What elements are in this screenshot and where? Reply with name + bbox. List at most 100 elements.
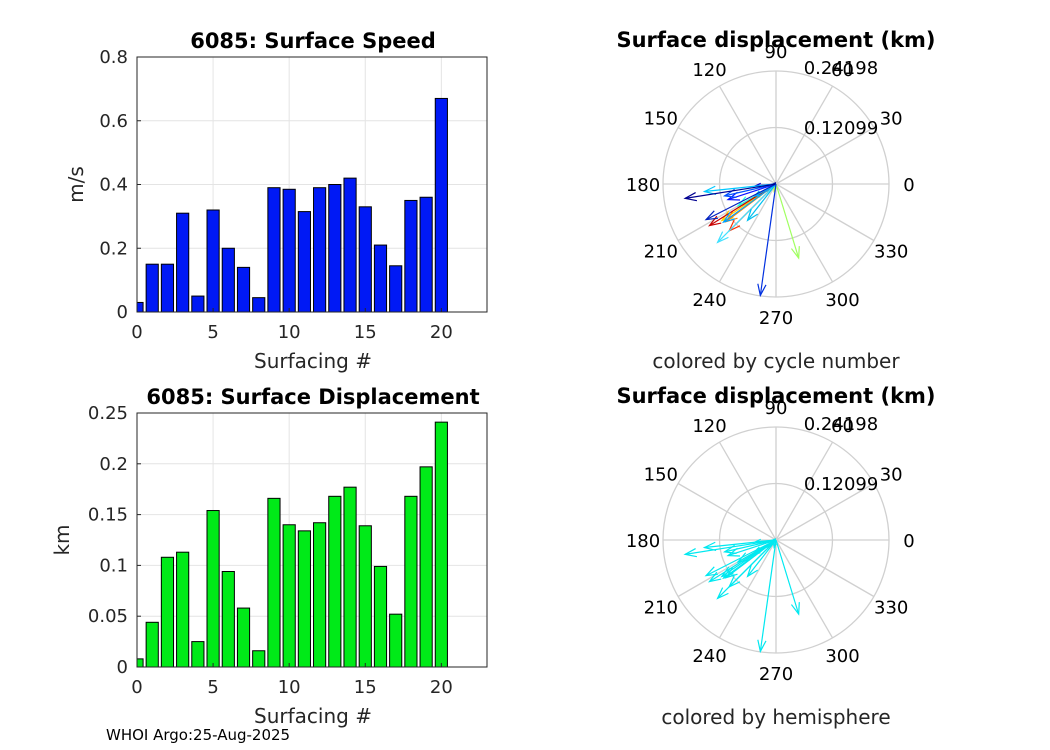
bar bbox=[404, 199, 418, 313]
x-tick-label: 20 bbox=[430, 677, 453, 698]
x-tick-label: 15 bbox=[354, 322, 377, 343]
polar-spoke bbox=[718, 539, 777, 639]
arrow-head bbox=[683, 192, 698, 202]
angle-label: 150 bbox=[644, 109, 678, 130]
displacement-arrow bbox=[716, 183, 777, 244]
bar bbox=[404, 495, 418, 668]
arrow-shaft bbox=[685, 183, 777, 199]
compass2-compass-plot: 0 30 60 90 120 150 180 210 240 270 300 330 0.12099 0.… bbox=[616, 384, 935, 729]
ring-label: 0.24198 bbox=[804, 414, 878, 435]
arrow-head bbox=[722, 211, 736, 224]
bar bbox=[176, 551, 190, 668]
y-tick-label: 0.05 bbox=[88, 606, 128, 627]
arrow-shaft bbox=[775, 183, 800, 259]
y-axis-label: km bbox=[50, 524, 74, 555]
ring-label: 0.12099 bbox=[804, 118, 878, 139]
compass-title: Surface displacement (km) bbox=[616, 384, 935, 408]
angle-label: 120 bbox=[692, 60, 726, 81]
bar bbox=[328, 184, 342, 313]
arrow-head bbox=[704, 210, 719, 221]
compass1-compass-plot: 0 30 60 90 120 150 180 210 240 270 300 330 0.12099 0.… bbox=[616, 28, 935, 373]
y-tick-label: 0.25 bbox=[88, 403, 128, 424]
arrow-shaft bbox=[724, 539, 777, 553]
angle-label: 210 bbox=[644, 598, 678, 619]
arrow-shaft bbox=[704, 539, 777, 549]
polar-spoke bbox=[775, 183, 834, 283]
chart-title: 6085: Surface Displacement bbox=[146, 385, 479, 409]
polar-spoke bbox=[775, 539, 875, 598]
bar bbox=[136, 301, 144, 313]
displacement-arrow bbox=[775, 183, 800, 260]
bar bbox=[282, 188, 296, 313]
arrow-shaft bbox=[724, 183, 777, 197]
displacement-arrow bbox=[683, 183, 777, 202]
polar-spoke bbox=[775, 85, 834, 185]
plot-area bbox=[137, 413, 487, 667]
x-tick-label: 0 bbox=[131, 322, 142, 343]
arrow-shaft bbox=[747, 183, 777, 221]
arrow-head bbox=[722, 567, 736, 580]
y-axis-label: m/s bbox=[64, 166, 88, 203]
bar bbox=[267, 187, 281, 313]
bar bbox=[358, 525, 372, 668]
bar bbox=[313, 522, 327, 668]
arrow-head bbox=[790, 602, 800, 616]
bar bbox=[297, 211, 311, 313]
arrow-head bbox=[757, 283, 767, 298]
y-tick-label: 0.1 bbox=[99, 555, 128, 576]
y-tick-label: 0.8 bbox=[99, 47, 128, 68]
arrow-shaft bbox=[723, 539, 777, 579]
arrow-head bbox=[716, 231, 729, 244]
arrow-shaft bbox=[775, 539, 800, 615]
angle-label: 330 bbox=[874, 242, 908, 263]
polar-spoke bbox=[718, 183, 777, 283]
y-tick-label: 0.4 bbox=[99, 175, 128, 196]
compass-caption: colored by cycle number bbox=[652, 349, 900, 373]
angle-label: 270 bbox=[759, 664, 793, 685]
bar bbox=[191, 641, 205, 668]
bar bbox=[145, 621, 159, 668]
bar bbox=[419, 466, 433, 668]
angle-label: 330 bbox=[874, 598, 908, 619]
angle-label: 90 bbox=[765, 398, 788, 419]
bar bbox=[206, 209, 220, 313]
ring-label: 0.24198 bbox=[804, 58, 878, 79]
displacement-arrow bbox=[702, 183, 777, 196]
angle-label: 300 bbox=[825, 646, 859, 667]
x-tick-label: 10 bbox=[278, 322, 301, 343]
chart-title: 6085: Surface Speed bbox=[190, 29, 436, 53]
bar bbox=[221, 570, 235, 668]
x-tick-label: 20 bbox=[430, 322, 453, 343]
arrow-shaft bbox=[723, 183, 777, 223]
polar-spoke bbox=[775, 441, 834, 541]
bar bbox=[136, 658, 144, 668]
displacement-arrow bbox=[746, 539, 777, 578]
angle-label: 270 bbox=[759, 308, 793, 329]
angle-label: 240 bbox=[692, 646, 726, 667]
arrow-head bbox=[716, 587, 729, 600]
polar-spoke bbox=[775, 482, 875, 541]
angle-label: 30 bbox=[880, 465, 903, 486]
angle-label: 90 bbox=[765, 42, 788, 63]
arrow-head bbox=[726, 547, 741, 557]
y-tick-label: 0.6 bbox=[99, 111, 128, 132]
displacement-arrow bbox=[757, 183, 777, 298]
displacement-arrow bbox=[704, 539, 777, 577]
arrow-shaft bbox=[717, 183, 777, 243]
displacement-arrow bbox=[704, 183, 777, 221]
polar-spoke bbox=[775, 539, 834, 639]
bar bbox=[389, 265, 403, 313]
arrow-head bbox=[757, 639, 767, 654]
bar bbox=[236, 266, 251, 313]
bar bbox=[343, 486, 357, 668]
y-tick-label: 0.2 bbox=[99, 238, 128, 259]
bar bbox=[191, 295, 205, 313]
y-tick-label: 0 bbox=[117, 302, 128, 323]
bar bbox=[236, 607, 251, 668]
polar-spoke bbox=[677, 126, 777, 185]
displacement-arrow bbox=[683, 539, 777, 558]
bar bbox=[373, 565, 388, 668]
x-axis-label: Surfacing # bbox=[254, 349, 372, 373]
arrow-shaft bbox=[704, 183, 777, 193]
bar bbox=[328, 495, 342, 668]
